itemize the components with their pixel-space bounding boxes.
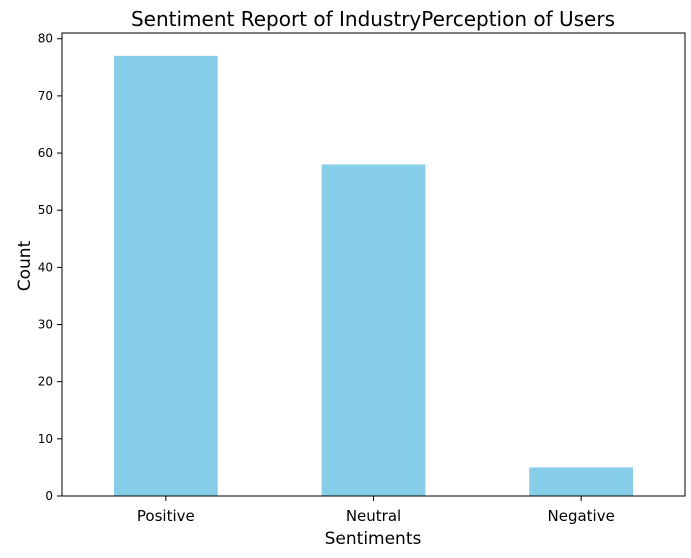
x-tick-label: Positive — [137, 507, 195, 525]
y-tick-label: 10 — [38, 432, 53, 446]
y-tick-label: 30 — [38, 318, 53, 332]
chart-title: Sentiment Report of IndustryPerception o… — [131, 7, 615, 31]
y-axis-label: Count — [15, 240, 35, 291]
bar-negative — [529, 467, 634, 496]
plot-frame — [61, 32, 686, 497]
bar-positive — [113, 55, 218, 496]
y-tick-label: 50 — [38, 203, 53, 217]
y-tick-label: 0 — [45, 489, 53, 503]
y-tick-label: 70 — [38, 89, 53, 103]
x-tick-label: Neutral — [346, 507, 401, 525]
y-tick-label: 60 — [38, 146, 53, 160]
y-tick-label: 80 — [38, 32, 53, 46]
y-axis-ticks: 0 10 20 30 40 50 60 70 80 — [38, 32, 62, 503]
y-tick-label: 40 — [38, 260, 53, 274]
x-axis-label: Sentiments — [325, 529, 422, 549]
bar-neutral — [321, 164, 426, 497]
x-axis-ticks: Positive Neutral Negative — [137, 496, 615, 525]
x-tick-label: Negative — [548, 507, 615, 525]
bars-layer — [113, 55, 634, 497]
y-tick-label: 20 — [38, 375, 53, 389]
